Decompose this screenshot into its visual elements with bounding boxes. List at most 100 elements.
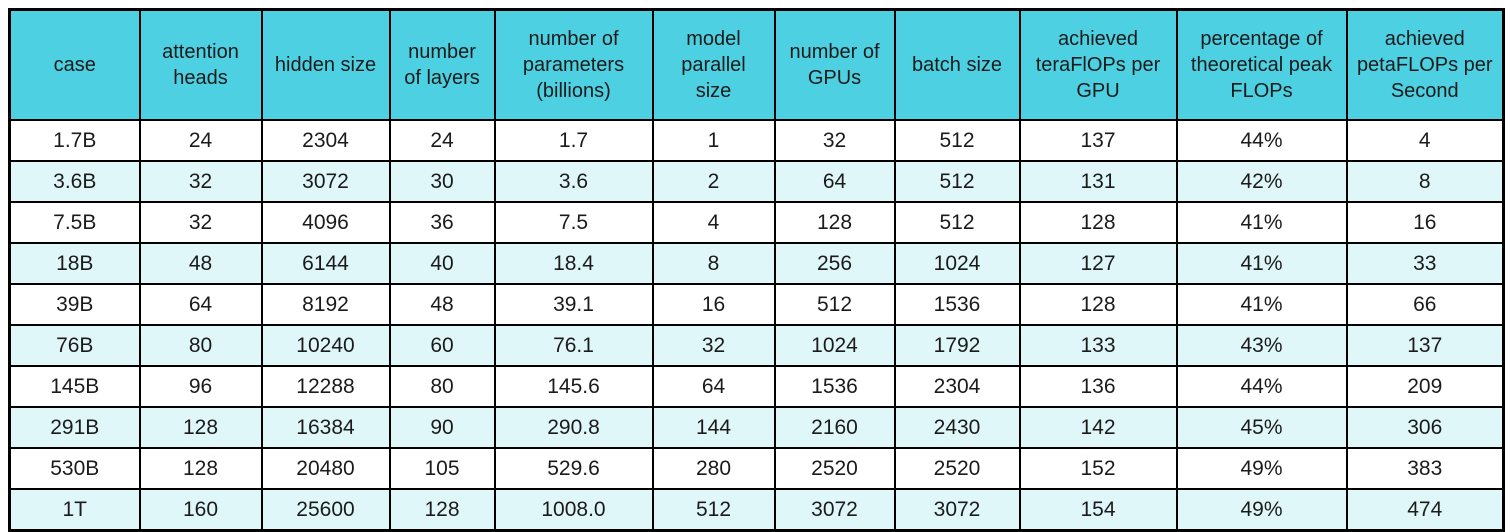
table-cell: 2304: [893, 365, 1021, 408]
table-cell: 1024: [773, 324, 896, 367]
table-cell: 1T: [8, 488, 141, 532]
table-cell: 131: [1018, 160, 1178, 203]
table-cell: 96: [138, 365, 263, 408]
column-header-number-of-gpus: number of GPUs: [773, 8, 896, 121]
table-cell: 145.6: [493, 365, 654, 408]
table-cell: 160: [138, 488, 263, 532]
table-cell: 144: [651, 406, 776, 449]
table-cell: 18B: [8, 242, 141, 285]
table-cell: 2520: [773, 447, 896, 490]
column-header-number-of-parameters: number of parameters (billions): [493, 8, 654, 121]
table-row: 291B 128 16384 90 290.8 144 2160 2430 14…: [8, 406, 1505, 449]
table-row: 18B 48 6144 40 18.4 8 256 1024 127 41% 3…: [8, 242, 1505, 285]
table-cell: 64: [773, 160, 896, 203]
table-cell: 41%: [1175, 242, 1348, 285]
column-header-batch-size: batch size: [893, 8, 1021, 121]
table-row: 76B 80 10240 60 76.1 32 1024 1792 133 43…: [8, 324, 1505, 367]
table-cell: 383: [1345, 447, 1505, 490]
table-cell: 3.6: [493, 160, 654, 203]
table-cell: 16384: [260, 406, 391, 449]
column-header-hidden-size: hidden size: [260, 8, 391, 121]
table-cell: 529.6: [493, 447, 654, 490]
table-cell: 4: [1345, 119, 1505, 162]
model-scaling-table: case attention heads hidden size number …: [8, 8, 1505, 532]
table-cell: 64: [138, 283, 263, 326]
table-cell: 49%: [1175, 488, 1348, 532]
table-row: 530B 128 20480 105 529.6 280 2520 2520 1…: [8, 447, 1505, 490]
table-cell: 6144: [260, 242, 391, 285]
table-cell: 20480: [260, 447, 391, 490]
table-cell: 137: [1345, 324, 1505, 367]
column-header-achieved-teraflops-per-gpu: achieved teraFlOPs per GPU: [1018, 8, 1178, 121]
table-cell: 137: [1018, 119, 1178, 162]
table-cell: 4096: [260, 201, 391, 244]
table-row: 7.5B 32 4096 36 7.5 4 128 512 128 41% 16: [8, 201, 1505, 244]
table-cell: 152: [1018, 447, 1178, 490]
table-cell: 1024: [893, 242, 1021, 285]
table-cell: 49%: [1175, 447, 1348, 490]
column-header-percentage-peak-flops: percentage of theoretical peak FLOPs: [1175, 8, 1348, 121]
table-cell: 80: [138, 324, 263, 367]
table-cell: 76B: [8, 324, 141, 367]
table-cell: 1: [651, 119, 776, 162]
table-cell: 8192: [260, 283, 391, 326]
table-cell: 306: [1345, 406, 1505, 449]
table-cell: 2: [651, 160, 776, 203]
table-cell: 90: [388, 406, 496, 449]
table-cell: 2160: [773, 406, 896, 449]
table-cell: 42%: [1175, 160, 1348, 203]
table-cell: 12288: [260, 365, 391, 408]
table-row: 39B 64 8192 48 39.1 16 512 1536 128 41% …: [8, 283, 1505, 326]
table-cell: 39B: [8, 283, 141, 326]
table-cell: 64: [651, 365, 776, 408]
table-header-row: case attention heads hidden size number …: [8, 8, 1505, 121]
table-cell: 7.5B: [8, 201, 141, 244]
table-cell: 44%: [1175, 365, 1348, 408]
column-header-model-parallel-size: model parallel size: [651, 8, 776, 121]
table-cell: 128: [773, 201, 896, 244]
table-row: 145B 96 12288 80 145.6 64 1536 2304 136 …: [8, 365, 1505, 408]
table-cell: 128: [1018, 201, 1178, 244]
table-cell: 128: [138, 447, 263, 490]
table-cell: 4: [651, 201, 776, 244]
table-cell: 2520: [893, 447, 1021, 490]
table-cell: 48: [388, 283, 496, 326]
table-cell: 41%: [1175, 201, 1348, 244]
column-header-achieved-petaflops-per-second: achieved petaFLOPs per Second: [1345, 8, 1505, 121]
table-cell: 474: [1345, 488, 1505, 532]
table-cell: 41%: [1175, 283, 1348, 326]
table-cell: 32: [773, 119, 896, 162]
table-cell: 530B: [8, 447, 141, 490]
table-cell: 256: [773, 242, 896, 285]
table-cell: 133: [1018, 324, 1178, 367]
table-cell: 16: [1345, 201, 1505, 244]
table-row: 1.7B 24 2304 24 1.7 1 32 512 137 44% 4: [8, 119, 1505, 162]
table-cell: 280: [651, 447, 776, 490]
table-cell: 39.1: [493, 283, 654, 326]
table-cell: 512: [893, 160, 1021, 203]
table-cell: 3072: [260, 160, 391, 203]
table-cell: 1536: [773, 365, 896, 408]
table-cell: 128: [138, 406, 263, 449]
table-cell: 66: [1345, 283, 1505, 326]
table-cell: 105: [388, 447, 496, 490]
column-header-case: case: [8, 8, 141, 121]
table-cell: 1792: [893, 324, 1021, 367]
table-cell: 512: [893, 201, 1021, 244]
table-cell: 36: [388, 201, 496, 244]
table-cell: 512: [651, 488, 776, 532]
table-cell: 48: [138, 242, 263, 285]
table-cell: 290.8: [493, 406, 654, 449]
table-cell: 8: [1345, 160, 1505, 203]
table-cell: 512: [893, 119, 1021, 162]
table-cell: 43%: [1175, 324, 1348, 367]
table-cell: 127: [1018, 242, 1178, 285]
table-cell: 32: [138, 160, 263, 203]
table-cell: 16: [651, 283, 776, 326]
table-cell: 32: [651, 324, 776, 367]
table-cell: 30: [388, 160, 496, 203]
table-cell: 512: [773, 283, 896, 326]
table-cell: 154: [1018, 488, 1178, 532]
table-cell: 60: [388, 324, 496, 367]
table-cell: 45%: [1175, 406, 1348, 449]
